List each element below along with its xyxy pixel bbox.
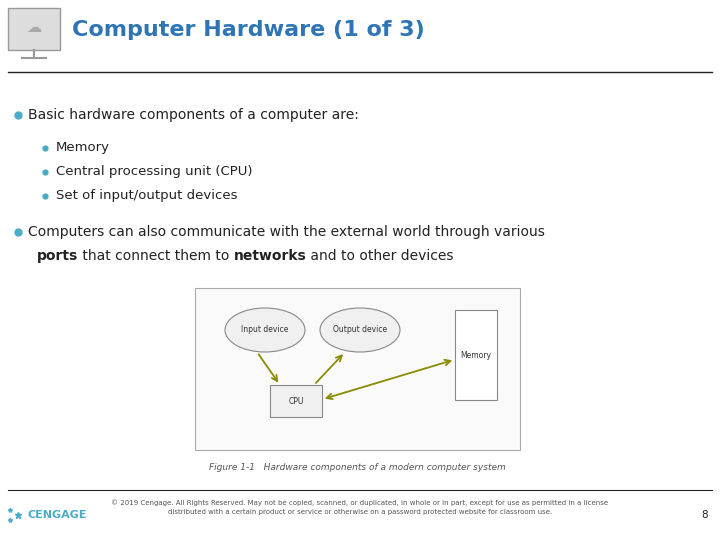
Text: Set of input/output devices: Set of input/output devices [56,190,238,202]
Text: Memory: Memory [56,141,110,154]
Bar [8,8,60,50]
Text: Computers can also communicate with the external world through various: Computers can also communicate with the … [28,225,545,239]
Text: ports: ports [37,249,78,263]
Text: Basic hardware components of a computer are:: Basic hardware components of a computer … [28,108,359,122]
Text: and to other devices: and to other devices [307,249,454,263]
Text: CENGAGE: CENGAGE [28,510,88,520]
Text: ☁: ☁ [27,21,42,36]
Bar [270,385,322,417]
Text: 8: 8 [701,510,708,520]
Text: that connect them to: that connect them to [78,249,234,263]
Bar [195,288,520,450]
Text: © 2019 Cengage. All Rights Reserved. May not be copied, scanned, or duplicated, : © 2019 Cengage. All Rights Reserved. May… [112,499,608,515]
Bar [455,310,497,400]
Text: Figure 1-1   Hardware components of a modern computer system: Figure 1-1 Hardware components of a mode… [209,463,506,472]
Text: Memory: Memory [461,350,492,360]
Text: Output device: Output device [333,326,387,334]
Text: CPU: CPU [288,396,304,406]
Text: Central processing unit (CPU): Central processing unit (CPU) [56,165,253,179]
Text: networks: networks [234,249,307,263]
Ellipse shape [320,308,400,352]
Ellipse shape [225,308,305,352]
Text: Input device: Input device [241,326,289,334]
Text: Computer Hardware (1 of 3): Computer Hardware (1 of 3) [72,20,425,40]
